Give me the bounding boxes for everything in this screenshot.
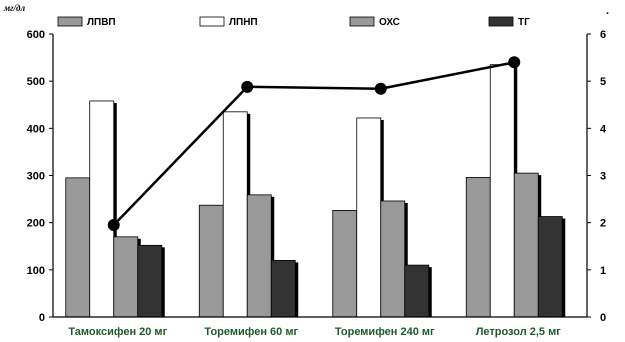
category-label: Торемифен 60 мг [204, 326, 298, 338]
bar [270, 259, 296, 318]
line-point [107, 219, 120, 232]
bar [113, 236, 139, 318]
legend-swatch [488, 16, 514, 27]
legend-swatch [199, 16, 225, 27]
y2-tick-label: 1 [600, 265, 606, 277]
y2-tick-label: 0 [600, 312, 606, 324]
y2-tick-label: 5 [600, 76, 606, 88]
bar [489, 64, 515, 318]
bar-shadow [161, 247, 165, 317]
y-axis-unit: мг/дл [3, 3, 25, 13]
bar-shadow [562, 218, 566, 317]
bar [537, 216, 563, 318]
legend-label: ЛПНП [229, 17, 258, 28]
legend-swatch [349, 16, 375, 27]
line-point [374, 82, 387, 95]
y-tick-label: 200 [27, 218, 45, 230]
line-point [241, 80, 254, 93]
bar [380, 200, 406, 318]
bar [356, 117, 382, 318]
legend-label: ОХС [379, 17, 400, 28]
bar [465, 176, 491, 318]
y-tick-label: 0 [39, 312, 45, 324]
bar [89, 100, 115, 318]
bar-shadow [271, 196, 275, 317]
y2-axis-label: . [606, 5, 609, 17]
category-label: Торемифен 240 мг [335, 326, 435, 338]
legend-swatch [57, 16, 83, 27]
y-tick-label: 300 [27, 171, 45, 183]
bar-shadow [428, 267, 432, 317]
category-label: Летрозол 2,5 мг [476, 326, 562, 338]
y-axis: 0 100 200 300 400 500 600 [27, 29, 54, 324]
bar [332, 210, 358, 318]
legend: ЛПВП ЛПНП ОХС ТГ [57, 16, 530, 28]
y2-tick-label: 3 [600, 171, 606, 183]
y2-tick-label: 2 [600, 218, 606, 230]
legend-label: ЛПВП [87, 17, 116, 28]
bar-shadow [113, 102, 117, 317]
bar-shadow [295, 262, 299, 317]
bar [198, 204, 224, 318]
line-path [112, 61, 515, 226]
y2-axis: 0 1 2 3 4 5 6 [586, 29, 607, 324]
line-series [107, 56, 521, 232]
bar [222, 111, 248, 318]
bar [65, 177, 91, 318]
bar-shadow [404, 202, 408, 317]
bar [137, 244, 163, 318]
y-tick-label: 500 [27, 76, 45, 88]
y-tick-label: 400 [27, 123, 45, 135]
line-point [508, 56, 521, 69]
bars [65, 64, 566, 318]
x-axis: Тамоксифен 20 мг Торемифен 60 мг Торемифен… [53, 316, 587, 338]
bar [246, 194, 272, 318]
y2-tick-label: 6 [600, 29, 606, 41]
legend-label: ТГ [518, 17, 530, 28]
y-tick-label: 100 [27, 265, 45, 277]
bar [513, 172, 539, 318]
bar [404, 264, 430, 318]
y-tick-label: 600 [27, 29, 45, 41]
y2-tick-label: 4 [600, 123, 607, 135]
category-label: Тамоксифен 20 мг [68, 326, 167, 338]
